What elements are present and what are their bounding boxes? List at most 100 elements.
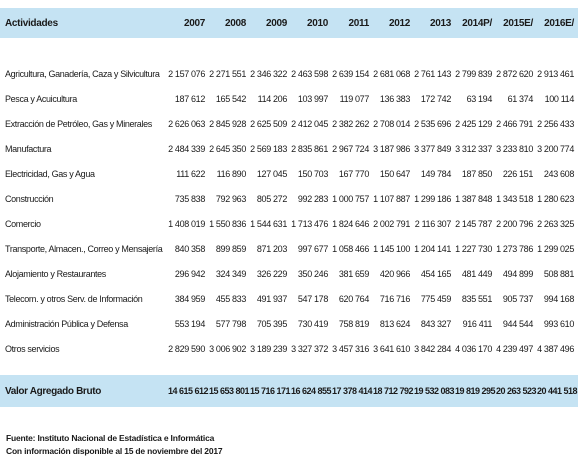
- activity-label: Construcción: [5, 193, 54, 204]
- value-cell: 1 058 466: [332, 243, 369, 254]
- value-cell: 944 544: [502, 318, 533, 329]
- table-body: Agricultura, Ganadería, Caza y Silvicult…: [0, 38, 578, 407]
- value-cell: 2 484 339: [168, 143, 205, 154]
- value-cell: 1 824 646: [332, 218, 369, 229]
- data-table: Actividades 2007 2008 2009 2010 2011 2012 2013…: [0, 8, 578, 407]
- activity-label: Administración Pública y Defensa: [5, 318, 128, 329]
- table-header-row: Actividades 2007 2008 2009 2010 2011 2012 2013…: [0, 8, 578, 38]
- value-cell: 997 677: [297, 243, 328, 254]
- value-cell: 150 703: [297, 168, 328, 179]
- header-activities: Actividades: [0, 8, 168, 38]
- value-cell: 243 608: [543, 168, 574, 179]
- activity-label: Alojamiento y Restaurantes: [5, 268, 106, 279]
- value-cell: 730 419: [297, 318, 328, 329]
- spacer-row: [0, 38, 578, 61]
- table-row: Electricidad, Gas y Agua 111 622 116 890 12…: [0, 161, 578, 186]
- value-cell: 3 200 774: [537, 143, 574, 154]
- value-cell: 553 194: [174, 318, 205, 329]
- value-cell: 813 624: [379, 318, 410, 329]
- value-cell: 381 659: [338, 268, 369, 279]
- value-cell: 2 002 791: [373, 218, 410, 229]
- value-cell: 2 761 143: [414, 68, 451, 79]
- value-cell: 840 358: [174, 243, 205, 254]
- header-year: 2012: [373, 8, 414, 38]
- total-value-cell: 14 615 612: [168, 375, 209, 407]
- activity-label: Electricidad, Gas y Agua: [5, 168, 95, 179]
- value-cell: 4 239 497: [496, 343, 533, 354]
- value-cell: 326 229: [256, 268, 287, 279]
- activity-label: Extracción de Petróleo, Gas y Minerales: [5, 118, 152, 129]
- value-cell: 1 107 887: [373, 193, 410, 204]
- total-row: Valor Agregado Bruto 14 615 612 15 653 801…: [0, 375, 578, 407]
- total-value-cell: 18 712 792: [373, 375, 414, 407]
- value-cell: 4 036 170: [455, 343, 492, 354]
- total-label: Valor Agregado Bruto: [0, 375, 168, 407]
- table-row: Comercio 1 408 019 1 550 836 1 544 631 1 713…: [0, 211, 578, 236]
- table-row: Transporte, Almacen., Correo y Mensajerí…: [0, 236, 578, 261]
- value-cell: 2 681 068: [373, 68, 410, 79]
- activity-label: Pesca y Acuicultura: [5, 93, 77, 104]
- value-cell: 3 312 337: [455, 143, 492, 154]
- availability-note: Con información disponible al 15 de novi…: [6, 446, 223, 456]
- value-cell: 2 200 796: [496, 218, 533, 229]
- total-value-cell: 20 263 523: [496, 375, 537, 407]
- total-value-cell: 20 441 518: [537, 375, 578, 407]
- value-cell: 905 737: [502, 293, 533, 304]
- value-cell: 150 647: [379, 168, 410, 179]
- header-year: 2015E/: [496, 8, 537, 38]
- value-cell: 2 835 861: [291, 143, 328, 154]
- value-cell: 805 272: [256, 193, 287, 204]
- header-year: 2007: [168, 8, 209, 38]
- value-cell: 993 610: [543, 318, 574, 329]
- value-cell: 2 626 063: [168, 118, 205, 129]
- value-cell: 1 544 631: [250, 218, 287, 229]
- total-value-cell: 19 819 295: [455, 375, 496, 407]
- table-row: Administración Pública y Defensa 553 194 5…: [0, 311, 578, 336]
- value-cell: 1 204 141: [414, 243, 451, 254]
- value-cell: 149 784: [420, 168, 451, 179]
- value-cell: 792 963: [215, 193, 246, 204]
- value-cell: 1 550 836: [209, 218, 246, 229]
- value-cell: 1 273 786: [496, 243, 533, 254]
- value-cell: 2 157 076: [168, 68, 205, 79]
- value-cell: 494 899: [502, 268, 533, 279]
- activity-label: Transporte, Almacen., Correo y Mensajerí…: [5, 243, 163, 254]
- value-cell: 1 000 757: [332, 193, 369, 204]
- value-cell: 2 708 014: [373, 118, 410, 129]
- value-cell: 1 408 019: [168, 218, 205, 229]
- activity-label: Manufactura: [5, 143, 52, 154]
- value-cell: 2 466 791: [496, 118, 533, 129]
- value-cell: 3 842 284: [414, 343, 451, 354]
- value-cell: 111 622: [176, 168, 205, 179]
- value-cell: 992 283: [297, 193, 328, 204]
- value-cell: 2 872 620: [496, 68, 533, 79]
- value-cell: 775 459: [420, 293, 451, 304]
- value-cell: 324 349: [215, 268, 246, 279]
- value-cell: 3 327 372: [291, 343, 328, 354]
- total-value-cell: 15 653 801: [209, 375, 250, 407]
- value-cell: 4 387 496: [537, 343, 574, 354]
- value-cell: 916 411: [462, 318, 493, 329]
- value-cell: 2 799 839: [455, 68, 492, 79]
- value-cell: 454 165: [420, 268, 451, 279]
- value-cell: 2 913 461: [537, 68, 574, 79]
- value-cell: 2 145 787: [455, 218, 492, 229]
- value-cell: 2 845 928: [209, 118, 246, 129]
- value-cell: 2 645 350: [209, 143, 246, 154]
- value-cell: 350 246: [297, 268, 328, 279]
- value-cell: 1 299 186: [414, 193, 451, 204]
- value-cell: 835 551: [461, 293, 492, 304]
- value-cell: 226 151: [502, 168, 533, 179]
- value-cell: 2 569 183: [250, 143, 287, 154]
- value-cell: 296 942: [174, 268, 205, 279]
- table-row: Alojamiento y Restaurantes 296 942 324 349…: [0, 261, 578, 286]
- table-row: Agricultura, Ganadería, Caza y Silvicult…: [0, 61, 578, 86]
- value-cell: 455 833: [215, 293, 246, 304]
- value-cell: 2 263 325: [537, 218, 574, 229]
- activity-label: Otros servicios: [5, 343, 60, 354]
- value-cell: 2 425 129: [455, 118, 492, 129]
- value-cell: 871 203: [256, 243, 287, 254]
- value-cell: 100 114: [544, 93, 575, 104]
- value-cell: 899 859: [215, 243, 246, 254]
